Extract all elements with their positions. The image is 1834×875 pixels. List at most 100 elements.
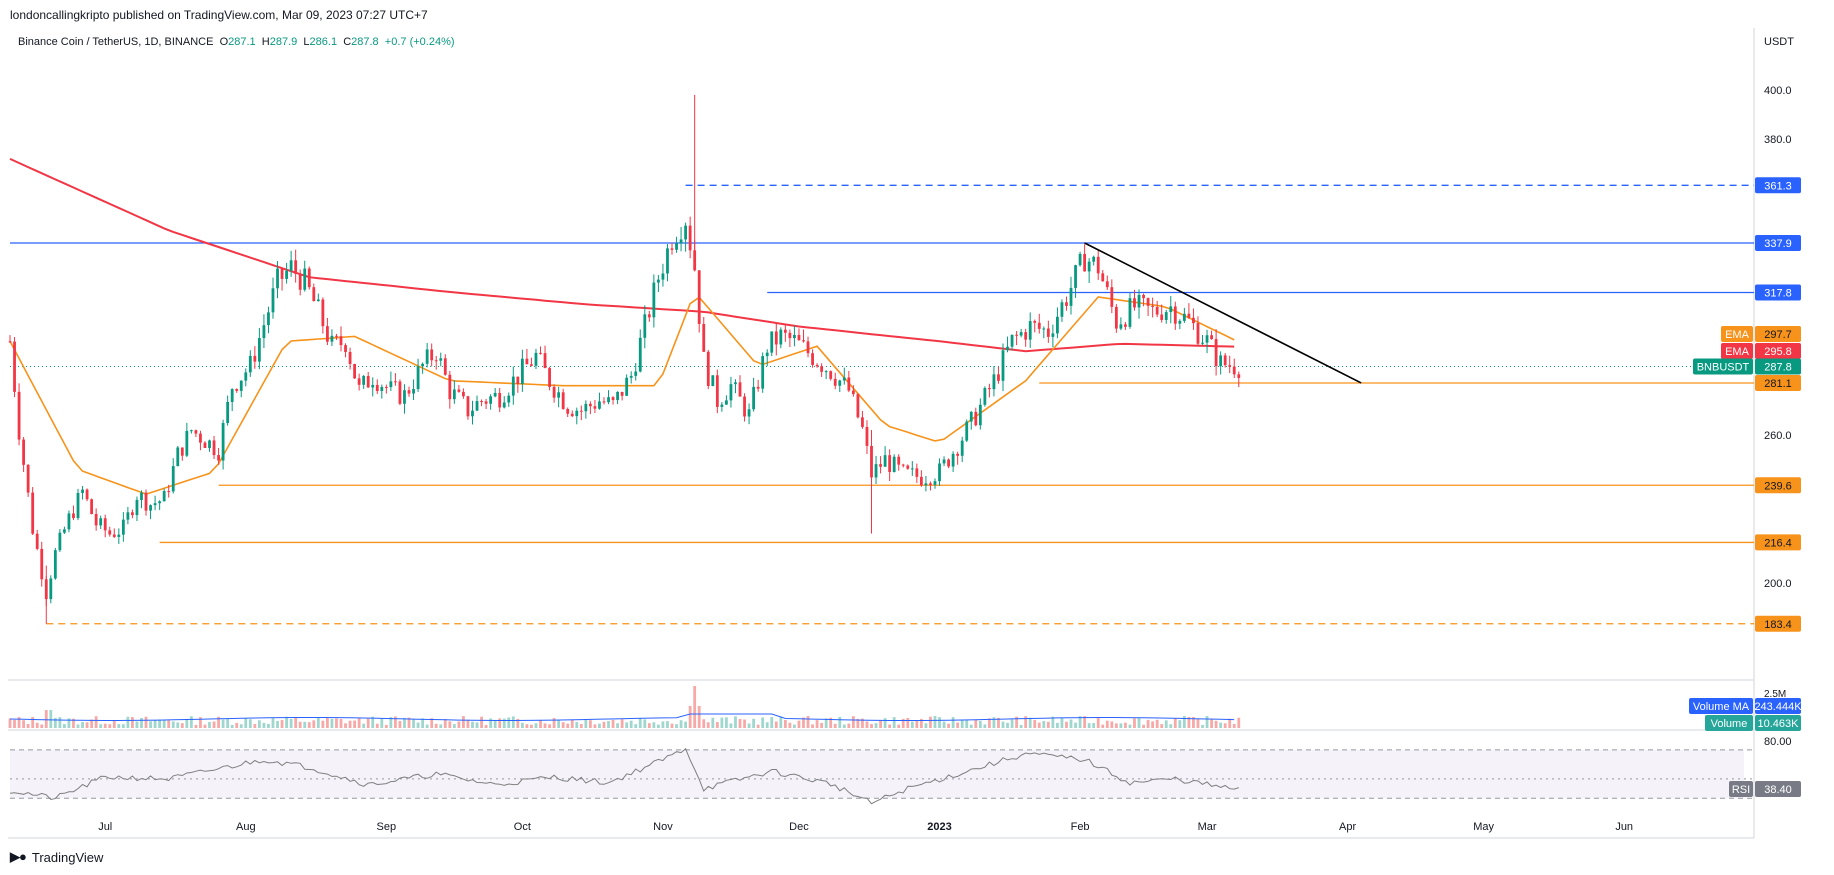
volume-bar <box>384 724 388 728</box>
candle-body <box>987 388 991 390</box>
candle-body <box>838 380 842 386</box>
candle-body <box>457 389 461 392</box>
volume-bar <box>31 717 35 728</box>
volume-bar <box>394 716 397 728</box>
candle-body <box>874 464 878 478</box>
volume-bar <box>602 721 606 728</box>
volume-bar <box>126 716 130 728</box>
symbol-legend[interactable]: Binance Coin / TetherUS, 1D, BINANCE O28… <box>18 36 455 48</box>
candle-body <box>1187 313 1191 318</box>
candle-body <box>1164 312 1168 320</box>
volume-bar <box>434 723 438 728</box>
volume-bar <box>244 718 248 728</box>
volume-bar <box>1219 722 1223 728</box>
volume-bar <box>99 724 103 728</box>
rsi-badge: 38.40 <box>1764 784 1792 796</box>
volume-bar <box>815 720 819 728</box>
candle-body <box>625 377 629 396</box>
candle-body <box>189 430 193 432</box>
volume-bar <box>276 721 279 728</box>
volume-bar <box>838 716 842 728</box>
volume-bar <box>915 720 919 728</box>
candle-body <box>620 391 624 396</box>
volume-bar <box>1169 724 1173 728</box>
volume-bar <box>947 723 950 728</box>
candle-body <box>262 325 266 339</box>
candle-body <box>131 512 134 516</box>
candle-body <box>176 447 180 467</box>
candle-body <box>883 455 887 467</box>
x-tick-label: Mar <box>1198 821 1217 833</box>
candle-body <box>416 366 420 390</box>
candle-body <box>452 389 456 400</box>
candle-body <box>303 268 307 290</box>
volume-bar <box>788 722 792 728</box>
candle-body <box>339 336 343 346</box>
candle-body <box>407 390 411 394</box>
volume-bar <box>1214 720 1218 728</box>
candle-body <box>199 433 202 443</box>
candle-body <box>638 337 642 372</box>
candle-body <box>162 491 166 502</box>
candle-body <box>997 374 1000 381</box>
candle-body <box>217 455 220 461</box>
volume-bar <box>806 716 810 728</box>
volume-bar <box>1142 724 1145 728</box>
volume-bar <box>1042 721 1046 728</box>
candle-body <box>1155 306 1159 315</box>
tradingview-logo[interactable]: ▶● TradingView <box>10 849 103 865</box>
candle-body <box>833 378 837 386</box>
level-badge-bg <box>1755 284 1801 301</box>
candle-body <box>208 440 211 448</box>
candle-body <box>1182 313 1186 321</box>
volume-bar <box>1101 724 1105 728</box>
volume-bar <box>1164 720 1168 728</box>
volume-bar <box>942 721 946 728</box>
candle-body <box>584 403 588 412</box>
volume-bar <box>203 724 207 728</box>
x-tick-label: Dec <box>789 821 809 833</box>
volume-bar <box>652 722 656 728</box>
candle-body <box>684 225 688 240</box>
volume-bar <box>865 721 869 728</box>
volume-bar <box>539 719 542 728</box>
volume-ma-badge-bg <box>1755 698 1801 714</box>
candle-body <box>226 401 230 423</box>
ema-short-badge-bg <box>1755 326 1801 342</box>
rsi-line: 80.00 <box>9 736 1792 805</box>
x-tick-label: Oct <box>514 821 531 833</box>
logo-text: TradingView <box>31 849 104 865</box>
volume-bar <box>307 722 311 728</box>
level-badge: 317.8 <box>1764 288 1792 300</box>
volume-bar <box>879 720 882 728</box>
candle-body <box>1101 273 1105 282</box>
volume-bar <box>17 717 21 728</box>
candle-body <box>629 375 633 378</box>
candle-body <box>829 371 833 379</box>
candle-body <box>756 386 760 389</box>
volume-ma-tag-bg <box>1689 698 1753 714</box>
candle-body <box>180 447 184 456</box>
volume-bar <box>656 724 660 728</box>
volume-bar <box>570 719 574 728</box>
candle-body <box>969 411 973 422</box>
y-tick-label: 380.0 <box>1764 134 1792 146</box>
level-badge-bg <box>1755 534 1801 551</box>
y-tick-label: 260.0 <box>1764 430 1792 442</box>
candle-body <box>1028 321 1032 340</box>
change-value: +0.7 (+0.24%) <box>384 36 455 48</box>
low-value: 286.1 <box>309 36 338 48</box>
candle-body <box>117 534 121 537</box>
candle-body <box>484 401 488 404</box>
candle-body <box>307 268 311 288</box>
candle-body <box>851 390 855 395</box>
candle-body <box>697 270 701 324</box>
candle-body <box>1056 316 1059 334</box>
volume-bar <box>90 719 94 728</box>
candle-body <box>239 380 243 391</box>
candle-body <box>1105 281 1109 288</box>
candle-body <box>498 392 502 408</box>
candle-body <box>765 352 769 357</box>
volume-bar <box>829 717 833 728</box>
